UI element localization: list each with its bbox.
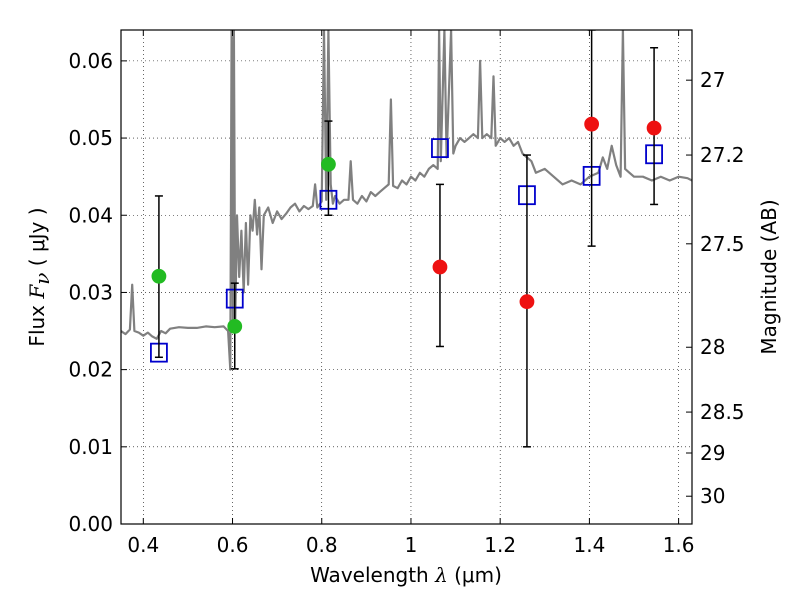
observed-point-marker [151,268,167,284]
x-axis-label-unit: (μm) [448,563,502,587]
plot-background [121,30,692,524]
x-tick-label: 0.4 [127,533,159,557]
plot-frame [120,29,693,525]
x-tick-label: 1.6 [663,533,695,557]
y2-tick-label: 29 [700,441,725,465]
observed-point-marker [519,294,535,310]
observed-point-marker [432,259,448,275]
y-axis-label-subscript: ν [30,273,54,285]
y-axis-label-text: Flux [25,299,49,347]
observed-point-marker [321,156,336,172]
x-axis-label: Wavelength λ (μm) [310,563,502,587]
y2-tick-label: 28 [700,335,725,359]
y-axis-label-symbol: F [25,284,49,300]
y-tick-label: 0.05 [68,126,113,150]
observed-point-marker [646,120,662,136]
x-tick-label: 0.8 [306,533,338,557]
x-tick-label: 1.4 [573,533,605,557]
data-layer [121,30,692,448]
y2-tick-label: 28.5 [700,400,745,424]
x-axis-label-text: Wavelength [310,563,435,587]
x-axis-label-symbol: λ [434,563,448,587]
ticks: 0.4 0.6 0.8 1 1.2 1.4 1.6 0.00 0.01 0.02 0.03 0.04 0… [68,30,745,557]
y-tick-label: 0.03 [68,280,113,304]
x-tick-label: 1 [405,533,418,557]
model-square-marker [431,138,449,158]
y-tick-label: 0.06 [68,49,113,73]
y2-tick-label: 27.2 [700,143,745,167]
observed-point-marker [227,318,243,334]
y2-tick-label: 27 [700,68,725,92]
x-tick-label: 0.6 [217,533,249,557]
y2-tick-label: 30 [700,484,725,508]
y-tick-label: 0.01 [68,435,113,459]
x-tick-label: 1.2 [484,533,516,557]
y-tick-label: 0.04 [68,203,113,227]
y-tick-label: 0.00 [68,512,113,536]
y-tick-label: 0.02 [68,358,113,382]
y-axis-label: Flux Fν ( μJy ) [25,207,54,346]
y-axis-label-unit: ( μJy ) [25,207,49,272]
y2-tick-label: 27.5 [700,232,745,256]
observed-point-marker [584,116,600,132]
y2-axis-label: Magnitude (AB) [757,199,781,354]
